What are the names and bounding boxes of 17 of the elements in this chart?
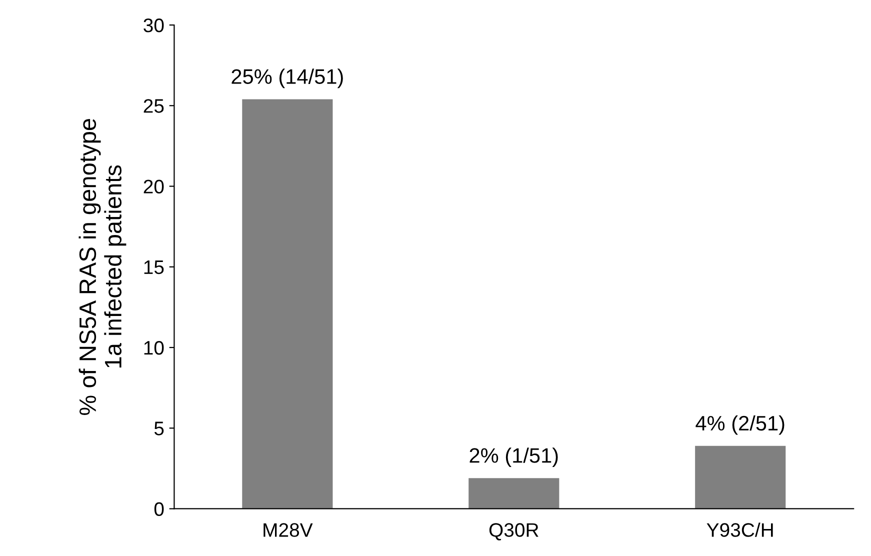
bar (242, 99, 333, 509)
y-axis-title: % of NS5A RAS in genotype 1a infected patients (78, 118, 126, 416)
y-tick-label: 0 (154, 502, 164, 516)
y-tick-label: 15 (144, 260, 164, 274)
data-label: 4% (2/51) (696, 415, 784, 435)
x-tick-label: Q30R (489, 523, 538, 540)
y-tick-label: 25 (144, 99, 164, 113)
y-tick-label: 30 (144, 18, 164, 32)
data-label: 25% (14/51) (232, 68, 343, 88)
x-tick-label: Y93C/H (706, 522, 773, 537)
y-tick-label: 5 (154, 422, 164, 436)
data-label: 2% (1/51) (470, 448, 558, 467)
y-tick-label: 20 (144, 180, 164, 194)
bar (695, 446, 786, 509)
bar (468, 478, 560, 509)
y-tick-label: 10 (144, 340, 164, 355)
x-tick-label: M28V (264, 523, 313, 537)
